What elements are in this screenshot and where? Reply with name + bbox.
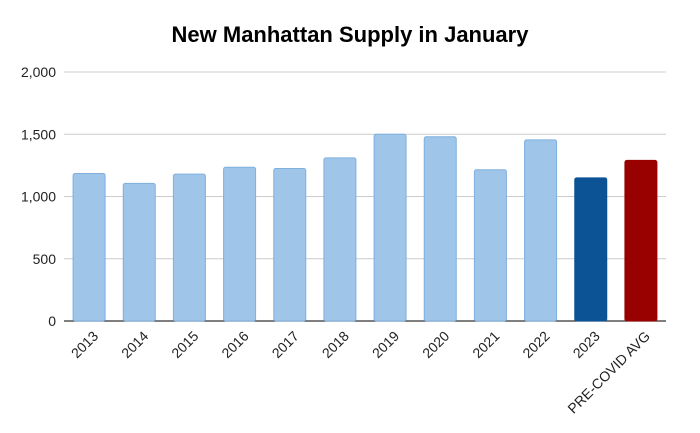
- x-tick-label: 2022: [519, 328, 552, 361]
- chart-title: New Manhattan Supply in January: [171, 22, 529, 47]
- bar: [423, 136, 457, 322]
- y-tick-label: 1,500: [21, 126, 56, 142]
- bar: [172, 173, 206, 322]
- bar: [524, 139, 558, 322]
- bar: [373, 133, 407, 322]
- x-tick-label: 2013: [68, 328, 101, 361]
- x-tick-label: 2020: [419, 328, 452, 361]
- y-tick-label: 0: [48, 313, 56, 329]
- x-axis-ticks: 2013 2014 2015 2016 2017 2018 2019 2020 2021 2022…: [68, 328, 653, 417]
- y-tick-label: 2,000: [21, 64, 56, 80]
- bar: [473, 169, 507, 322]
- bar: [72, 172, 106, 322]
- x-tick-label: 2019: [369, 328, 402, 361]
- y-tick-label: 1,000: [21, 189, 56, 205]
- x-tick-label: 2015: [168, 328, 201, 361]
- bar: [574, 177, 608, 322]
- x-tick-label: 2021: [469, 328, 502, 361]
- gridlines: [64, 71, 666, 322]
- bar: [273, 167, 307, 322]
- y-axis-ticks: 0 500 1,000 1,500 2,000: [21, 64, 56, 329]
- x-tick-label: 2017: [269, 328, 302, 361]
- bars: [72, 133, 658, 322]
- bar: [122, 182, 156, 322]
- x-tick-label: 2023: [570, 328, 603, 361]
- bar: [323, 157, 357, 322]
- x-tick-label: 2014: [118, 328, 151, 361]
- x-tick-label: 2016: [218, 328, 251, 361]
- x-tick-label: 2018: [319, 328, 352, 361]
- bar: [223, 166, 257, 322]
- y-tick-label: 500: [33, 251, 57, 267]
- bar: [624, 159, 658, 322]
